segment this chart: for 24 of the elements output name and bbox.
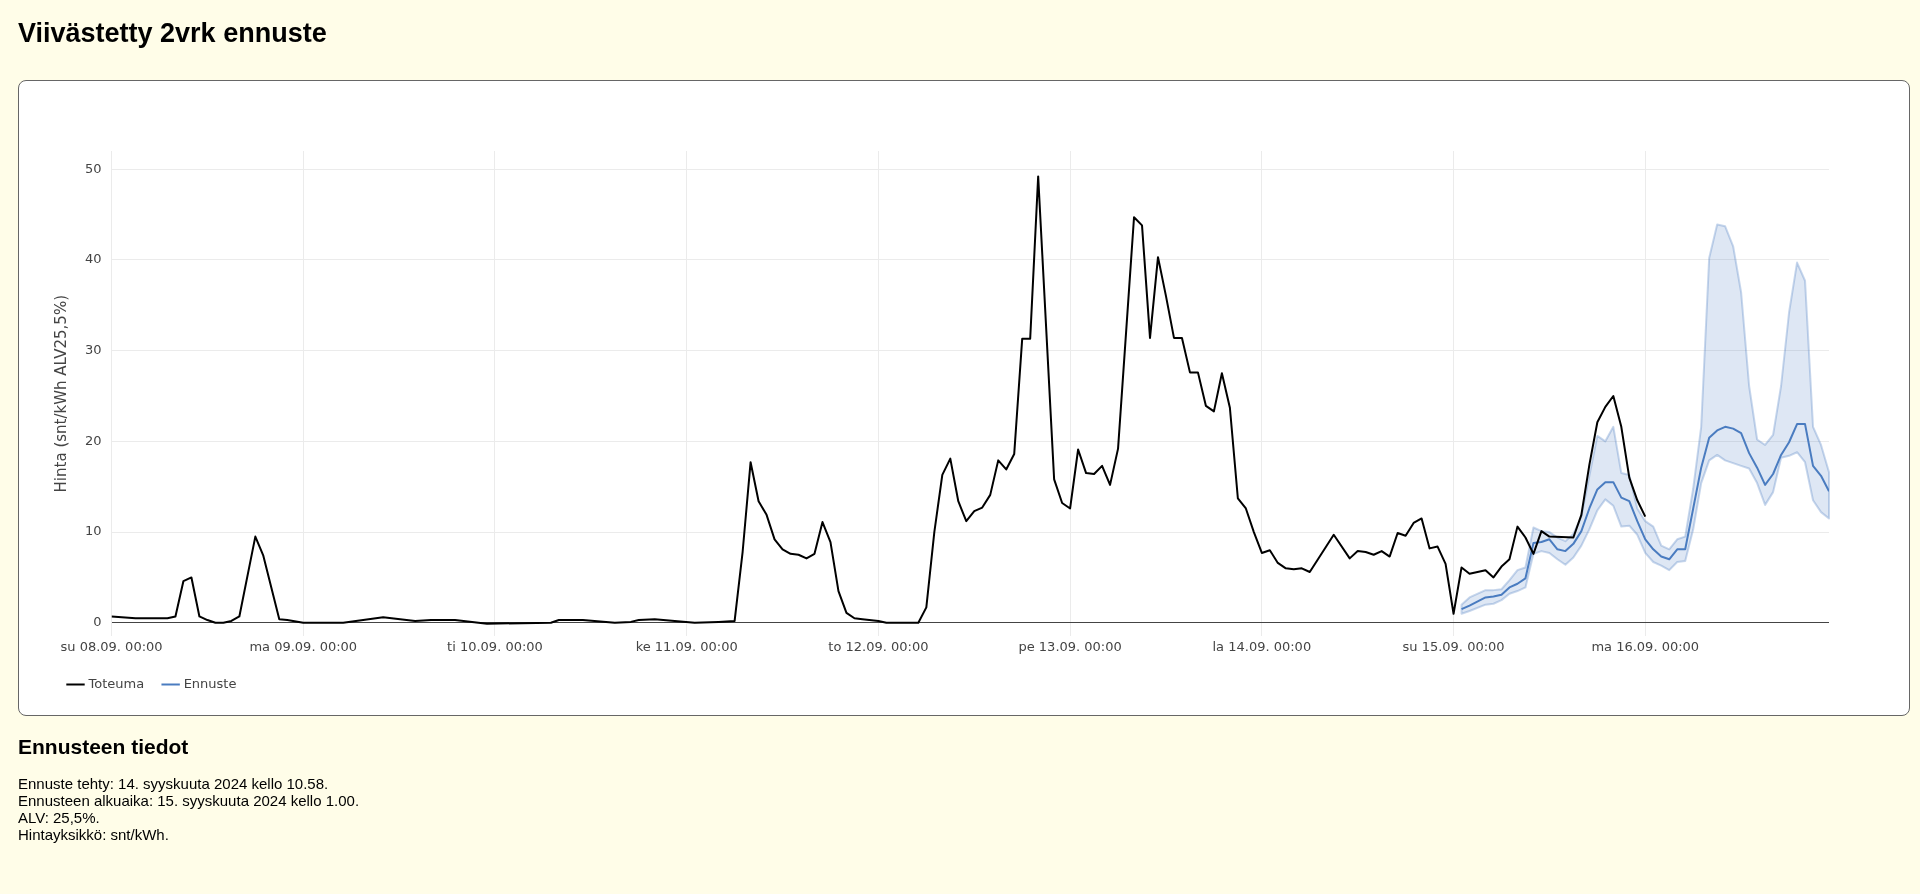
y-tick-label: 20 — [85, 432, 102, 448]
y-tick-label: 50 — [85, 160, 102, 176]
x-tick-label: ma 09.09. 00:00 — [249, 638, 358, 654]
x-tick-label: ma 16.09. 00:00 — [1591, 638, 1700, 654]
y-tick-label: 0 — [93, 614, 102, 630]
y-axis-title: Hinta (snt/kWh ALV25,5%) — [51, 294, 70, 493]
y-tick-label: 40 — [85, 251, 102, 267]
text: ALV: 25,5%. — [18, 809, 101, 826]
x-tick-label: to 12.09. 00:00 — [828, 638, 929, 654]
legend-label: Ennuste — [183, 675, 237, 691]
chart-title: Viivästetty 2vrk ennuste — [17, 17, 328, 50]
legend-label: Toteuma — [87, 675, 145, 691]
x-tick-label: su 08.09. 00:00 — [60, 638, 163, 654]
text: Hintayksikkö: snt/kWh. — [18, 826, 170, 843]
x-tick-label: la 14.09. 00:00 — [1212, 638, 1312, 654]
text: Ennusteen alkuaika: 15. syyskuuta 2024 kello 1.00. — [18, 792, 360, 809]
text: Ennusteen tiedot — [18, 735, 190, 758]
x-tick-label: su 15.09. 00:00 — [1402, 638, 1505, 654]
x-tick-label: ti 10.09. 00:00 — [447, 638, 543, 654]
text: Ennuste tehty: 14. syyskuuta 2024 kello 10.58. — [18, 775, 330, 792]
y-tick-label: 30 — [85, 341, 102, 357]
x-tick-label: ke 11.09. 00:00 — [635, 638, 738, 654]
x-tick-label: pe 13.09. 00:00 — [1018, 638, 1122, 654]
y-tick-label: 10 — [85, 523, 102, 539]
